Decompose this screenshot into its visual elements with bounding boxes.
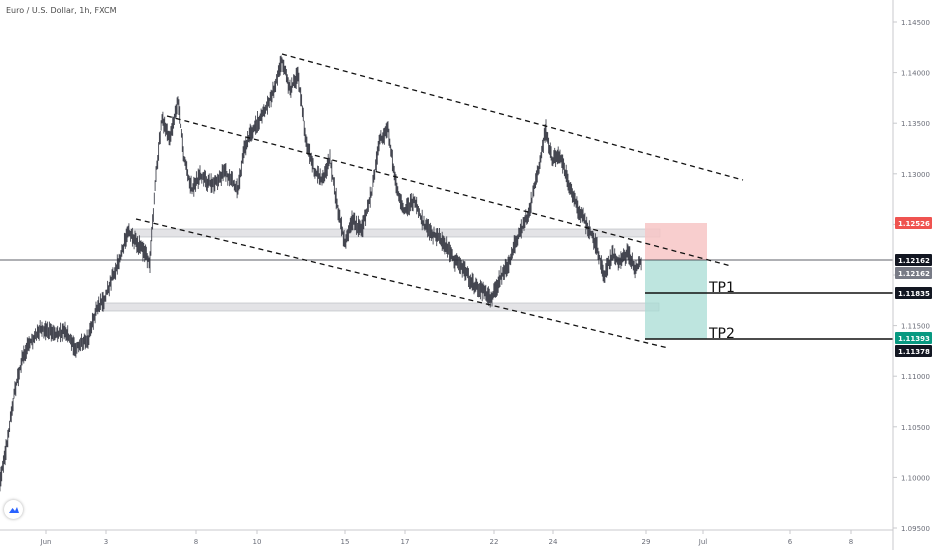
price-label-text: 1.11393 bbox=[898, 335, 930, 343]
y-tick-label: 1.13500 bbox=[901, 120, 930, 128]
take-profit-zone bbox=[645, 260, 707, 339]
tp1-label: TP1 bbox=[708, 280, 735, 296]
y-tick-label: 1.13000 bbox=[901, 171, 930, 179]
x-tick-label: 8 bbox=[194, 538, 198, 546]
price-label-badge bbox=[895, 267, 932, 279]
x-tick-label: Jun bbox=[40, 538, 52, 546]
price-label-badge bbox=[895, 287, 932, 299]
price-series-layer bbox=[0, 55, 642, 492]
upper-channel-line bbox=[281, 53, 744, 181]
price-label-text: 1.12162 bbox=[898, 270, 930, 278]
zones-layer bbox=[103, 223, 707, 339]
middle-channel-line bbox=[166, 115, 732, 267]
x-tick-label: 15 bbox=[341, 538, 350, 546]
y-tick-label: 1.09500 bbox=[901, 525, 930, 533]
x-tick-label: 17 bbox=[401, 538, 410, 546]
resistance-zone bbox=[129, 228, 661, 238]
price-label-text: 1.12526 bbox=[898, 220, 930, 228]
x-tick-label: Jul bbox=[698, 538, 708, 546]
y-tick-label: 1.14500 bbox=[901, 19, 930, 27]
price-label-badge bbox=[895, 345, 932, 357]
y-tick-label: 1.11500 bbox=[901, 323, 930, 331]
tradingview-logo-icon[interactable] bbox=[4, 500, 23, 519]
y-tick-label: 1.10000 bbox=[901, 474, 930, 482]
price-label-badge bbox=[895, 217, 932, 229]
x-tick-label: 24 bbox=[549, 538, 558, 546]
y-tick-label: 1.10500 bbox=[901, 424, 930, 432]
y-tick-label: 1.14000 bbox=[901, 70, 930, 78]
x-tick-label: 3 bbox=[104, 538, 108, 546]
price-bars bbox=[0, 55, 642, 492]
tp2-label: TP2 bbox=[708, 326, 735, 342]
price-label-badge bbox=[895, 332, 932, 344]
price-label-badge bbox=[895, 254, 932, 266]
support-zone bbox=[103, 302, 660, 312]
x-tick-label: 29 bbox=[642, 538, 651, 546]
stop-loss-zone bbox=[645, 223, 707, 260]
trend-lines-layer: TP1 TP2 bbox=[0, 53, 893, 349]
price-label-text: 1.12162 bbox=[898, 257, 930, 265]
x-tick-label: 6 bbox=[788, 538, 793, 546]
chart-title: Euro / U.S. Dollar, 1h, FXCM bbox=[6, 6, 117, 15]
price-label-text: 1.11835 bbox=[898, 290, 930, 298]
lower-channel-line bbox=[135, 218, 669, 349]
price-label-text: 1.11378 bbox=[898, 348, 930, 356]
x-tick-label: 22 bbox=[490, 538, 499, 546]
x-tick-label: 8 bbox=[849, 538, 853, 546]
y-tick-label: 1.11000 bbox=[901, 373, 930, 381]
x-tick-label: 10 bbox=[253, 538, 262, 546]
